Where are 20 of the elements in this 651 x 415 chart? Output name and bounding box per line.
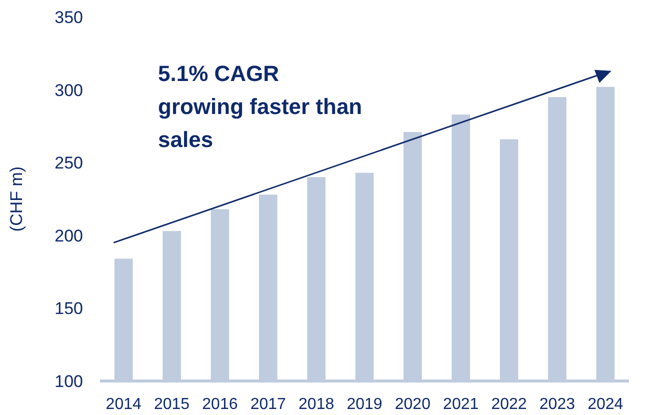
x-tick-label: 2021 [443,396,479,413]
x-tick-label: 2014 [106,396,142,413]
x-tick-label: 2016 [202,396,238,413]
x-tick-label: 2023 [539,396,576,413]
y-tick-label: 250 [54,154,83,173]
y-tick-label: 100 [54,372,83,391]
y-tick-label: 150 [54,299,83,318]
x-tick-label: 2015 [154,396,190,413]
x-tick-label: 2020 [394,396,431,413]
y-tick-label: 200 [54,226,83,246]
y-tick-label: 350 [54,8,83,27]
x-tick-label: 2024 [588,396,624,413]
x-tick-label: 2019 [346,396,382,413]
annotation: growing faster than sales [158,94,362,152]
y-axis-title: (CHF m) [7,166,26,232]
x-tick-label: 2022 [491,396,527,413]
x-tick-label: 2018 [298,396,334,413]
y-tick-label: 300 [54,80,83,100]
annotation: 5.1% CAGR [158,61,280,86]
x-tick-label: 2017 [250,396,286,413]
